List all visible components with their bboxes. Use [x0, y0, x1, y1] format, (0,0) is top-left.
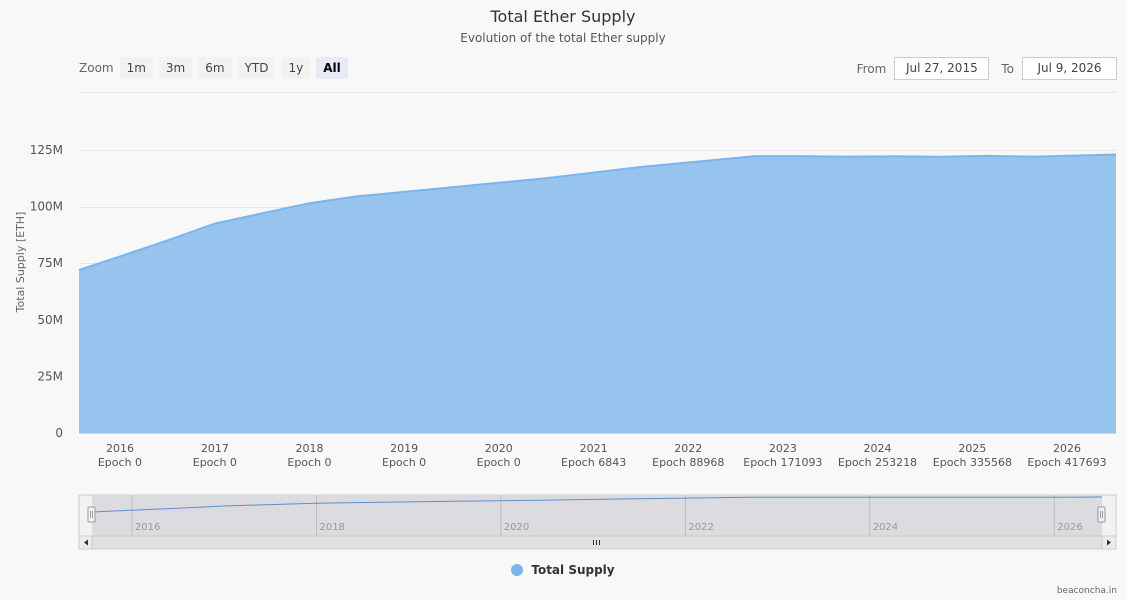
navigator-left-handle[interactable]	[87, 506, 96, 523]
legend-marker-icon	[511, 564, 524, 576]
from-date-input[interactable]: Jul 27, 2015	[894, 57, 990, 80]
navigator: 2016 2018 2020 2022 2024 2026	[78, 494, 1117, 550]
x-tick-epoch-label: Epoch 171093	[743, 456, 822, 469]
zoom-6m-button[interactable]: 6m	[198, 57, 232, 79]
navigator-series-line	[91, 496, 1103, 513]
y-axis: 0 25M 50M 75M 100M 125M	[30, 143, 63, 440]
date-range-selector: From Jul 27, 2015 To Jul 9, 2026	[857, 57, 1117, 80]
x-tick-year-label: 2023	[769, 442, 797, 455]
x-tick-epoch-label: Epoch 0	[287, 456, 331, 469]
arrow-left-icon	[84, 539, 88, 546]
x-tick-epoch-label: Epoch 0	[98, 456, 142, 469]
x-tick-year-label: 2022	[674, 442, 702, 455]
to-date-input[interactable]: Jul 9, 2026	[1022, 57, 1117, 80]
zoom-1y-button[interactable]: 1y	[281, 57, 311, 79]
from-label: From	[856, 61, 887, 76]
total-supply-line	[78, 153, 1117, 271]
x-tick-year-label: 2018	[295, 442, 323, 455]
navigator-tick-label: 2022	[688, 522, 713, 533]
zoom-1m-button[interactable]: 1m	[119, 57, 153, 79]
y-tick-label: 50M	[37, 313, 63, 327]
x-tick-epoch-label: Epoch 253218	[838, 456, 917, 469]
x-tick-year-label: 2026	[1053, 442, 1081, 455]
x-tick-epoch-label: Epoch 417693	[1027, 456, 1106, 469]
x-tick-year-label: 2020	[485, 442, 513, 455]
zoom-selector: Zoom 1m 3m 6m YTD 1y All	[79, 57, 354, 79]
navigator-tick-label: 2020	[504, 522, 529, 533]
x-tick-year-label: 2025	[958, 442, 986, 455]
x-tick-epoch-label: Epoch 335568	[933, 456, 1012, 469]
y-tick-label: 25M	[37, 369, 63, 383]
zoom-all-button[interactable]: All	[316, 57, 348, 79]
navigator-right-handle[interactable]	[1097, 506, 1106, 523]
navigator-tick-label: 2026	[1057, 522, 1082, 533]
x-tick-epoch-label: Epoch 0	[477, 456, 521, 469]
x-tick-epoch-label: Epoch 0	[382, 456, 426, 469]
navigator-tick-label: 2016	[135, 522, 160, 533]
arrow-right-icon	[1107, 539, 1111, 546]
x-tick-year-label: 2021	[580, 442, 608, 455]
x-tick-year-label: 2024	[863, 442, 891, 455]
zoom-3m-button[interactable]: 3m	[158, 57, 193, 79]
navigator-tick-label: 2024	[873, 522, 898, 533]
series-area	[78, 153, 1117, 433]
zoom-label: Zoom	[79, 61, 114, 75]
y-axis-label: Total Supply [ETH]	[14, 212, 27, 314]
x-tick-year-label: 2016	[106, 442, 134, 455]
navigator-tick-label: 2018	[319, 522, 344, 533]
x-tick-epoch-label: Epoch 0	[193, 456, 237, 469]
x-tick-epoch-label: Epoch 6843	[561, 456, 626, 469]
zoom-ytd-button[interactable]: YTD	[237, 57, 276, 79]
y-tick-label: 75M	[37, 256, 63, 270]
to-label: To	[1001, 61, 1014, 76]
legend-label: Total Supply	[531, 563, 615, 577]
navigator-selected-range[interactable]	[92, 495, 1102, 536]
x-tick-year-label: 2019	[390, 442, 418, 455]
credits-link[interactable]: beaconcha.in	[1056, 586, 1117, 596]
legend[interactable]: Total Supply	[0, 563, 1126, 577]
x-tick-year-label: 2017	[201, 442, 229, 455]
y-tick-label: 100M	[30, 200, 63, 214]
y-tick-label: 0	[55, 426, 63, 440]
y-tick-label: 125M	[30, 143, 63, 157]
chart-subtitle: Evolution of the total Ether supply	[460, 31, 666, 45]
total-supply-area	[79, 154, 1116, 433]
x-tick-epoch-label: Epoch 88968	[652, 456, 724, 469]
chart-title: Total Ether Supply	[490, 7, 636, 26]
